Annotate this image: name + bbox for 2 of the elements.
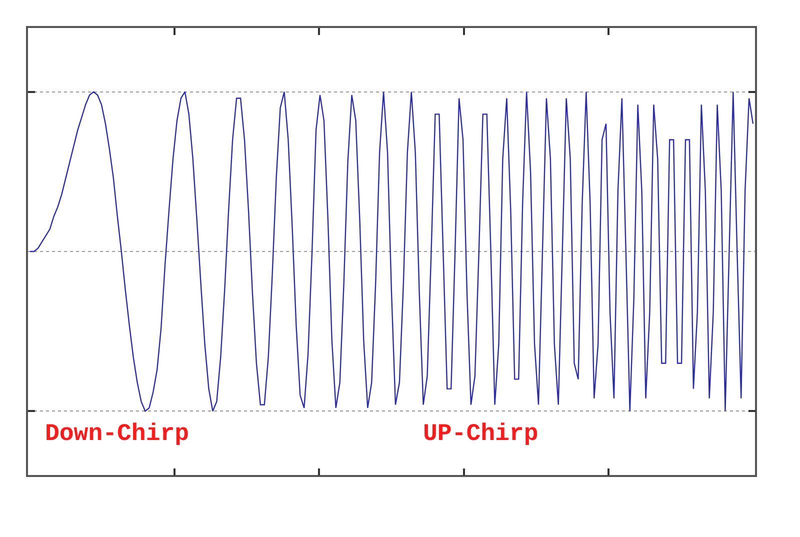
- text: Down-Chirp: [45, 421, 190, 448]
- text: UP-Chirp: [423, 421, 538, 448]
